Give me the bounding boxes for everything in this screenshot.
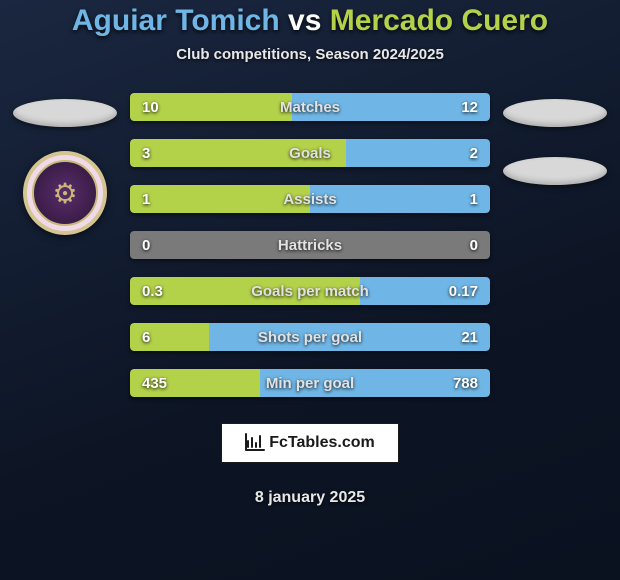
stat-value-left: 0 bbox=[142, 237, 150, 254]
left-column bbox=[10, 93, 120, 235]
stats-bars: 10 12 Matches 3 2 Goals 1 1 Assists 0 0 Hattricks 0.… bbox=[130, 93, 490, 397]
stat-row: 6 21 Shots per goal bbox=[130, 323, 490, 351]
stat-label: Goals per match bbox=[251, 283, 369, 300]
stat-value-left: 435 bbox=[142, 375, 167, 392]
stat-label: Hattricks bbox=[278, 237, 342, 254]
bar-right bbox=[346, 139, 490, 167]
stat-value-right: 21 bbox=[461, 329, 478, 346]
stat-value-left: 6 bbox=[142, 329, 150, 346]
player2-name: Mercado Cuero bbox=[330, 4, 548, 37]
stat-row: 1 1 Assists bbox=[130, 185, 490, 213]
subtitle: Club competitions, Season 2024/2025 bbox=[176, 46, 444, 63]
vs-text: vs bbox=[288, 4, 321, 37]
page-title: Aguiar Tomich vs Mercado Cuero bbox=[72, 4, 548, 38]
stat-value-right: 0 bbox=[470, 237, 478, 254]
source-logo: FcTables.com bbox=[221, 423, 399, 463]
source-logo-text: FcTables.com bbox=[269, 434, 375, 452]
stat-row: 0.3 0.17 Goals per match bbox=[130, 277, 490, 305]
stat-label: Matches bbox=[280, 99, 340, 116]
comparison-card: Aguiar Tomich vs Mercado Cuero Club comp… bbox=[0, 0, 620, 580]
bar-right bbox=[310, 185, 490, 213]
player1-photo-placeholder bbox=[13, 99, 117, 127]
chart-icon bbox=[245, 433, 265, 454]
player1-club-badge bbox=[23, 151, 107, 235]
stat-value-right: 1 bbox=[470, 191, 478, 208]
stat-value-right: 0.17 bbox=[449, 283, 478, 300]
player1-name: Aguiar Tomich bbox=[72, 4, 280, 37]
stat-row: 3 2 Goals bbox=[130, 139, 490, 167]
stat-row: 0 0 Hattricks bbox=[130, 231, 490, 259]
stat-label: Min per goal bbox=[266, 375, 354, 392]
stat-value-left: 3 bbox=[142, 145, 150, 162]
stat-value-left: 0.3 bbox=[142, 283, 163, 300]
stat-value-right: 2 bbox=[470, 145, 478, 162]
stat-row: 10 12 Matches bbox=[130, 93, 490, 121]
date: 8 january 2025 bbox=[255, 489, 365, 507]
stat-label: Assists bbox=[283, 191, 336, 208]
stat-value-left: 1 bbox=[142, 191, 150, 208]
right-column bbox=[500, 93, 610, 185]
player2-club-placeholder bbox=[503, 157, 607, 185]
stat-label: Goals bbox=[289, 145, 331, 162]
stat-value-left: 10 bbox=[142, 99, 159, 116]
stat-label: Shots per goal bbox=[258, 329, 362, 346]
main-row: 10 12 Matches 3 2 Goals 1 1 Assists 0 0 Hattricks 0.… bbox=[0, 93, 620, 397]
player2-photo-placeholder bbox=[503, 99, 607, 127]
stat-value-right: 12 bbox=[461, 99, 478, 116]
stat-row: 435 788 Min per goal bbox=[130, 369, 490, 397]
stat-value-right: 788 bbox=[453, 375, 478, 392]
